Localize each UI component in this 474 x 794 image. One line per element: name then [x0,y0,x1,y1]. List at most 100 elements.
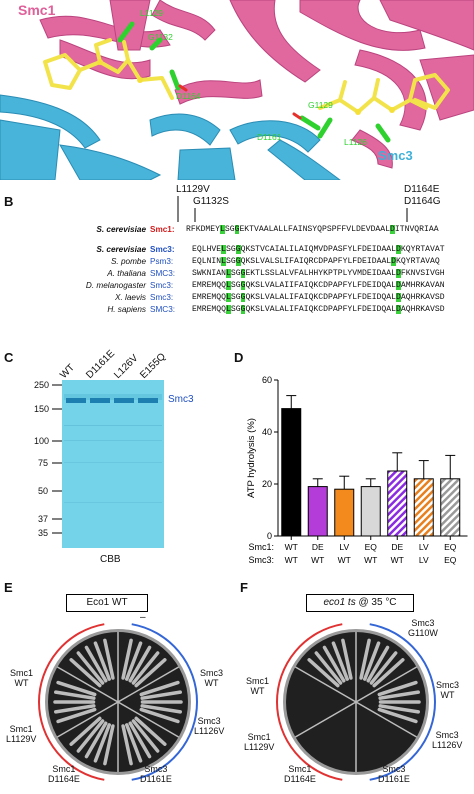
sequence-text: SWKNIANLSGGEKTLSSLALVFALHHYKPTPLYVMDEIDA… [192,269,445,278]
species-name: D. melanogaster [85,281,146,290]
yeast-streak [56,707,97,724]
plate-f-label-smc1-l1129v: Smc1 L1129V [244,732,275,752]
residue-label-d1164: D1164 [176,91,201,101]
plate-e-label-smc1-wt: Smc1 WT [10,668,34,688]
plate-e [0,610,236,789]
smc1-arc [276,623,343,781]
yeast-streak [341,638,353,680]
alignment-row: X. laevis Smc3: EMREMQQLSGGQKSLVALALIFAIQK… [0,292,474,304]
y-tick-label: 60 [262,375,272,385]
species-name: S. cerevisiae [96,245,146,254]
smc1-arc [38,623,105,781]
bar [440,478,461,537]
atp-hydrolysis-chart: 0 20 40 60 ATP hydrolysis (%) WT WT DE WT LV WT EQ W… [234,370,474,580]
protein-name: Smc3: [150,245,175,254]
yeast-streak [314,651,343,685]
y-tick-label: 0 [267,531,272,541]
yeast-streak [139,707,180,724]
yeast-streak [69,658,102,688]
x-tick-label-smc1: WT [285,542,298,552]
bar [281,408,302,537]
x-tick-label-smc3: EQ [444,555,457,565]
yeast-streak [56,680,97,697]
yeast-streak [377,707,418,724]
plate-e-label-smc1-d1164e: Smc1 D1164E [48,764,80,784]
yeast-streak [369,651,398,685]
smc1-structure-label: Smc1 [18,2,56,18]
sequence-text: EMREMQQLSGGQKSLVALALIFAIQKCDPAPFYLFDEIDQ… [192,293,445,302]
residue-label-l1126: L1126 [344,137,367,147]
yeast-streak [322,645,346,683]
row-label-smc3: Smc3: [248,555,274,565]
y-axis-label: ATP hydrolysis (%) [246,418,257,498]
species-name: S. pombe [110,257,146,266]
yeast-streak [363,641,381,681]
yeast-streak [125,723,143,763]
mutation-label-d1164e: D1164E [404,184,440,195]
yeast-streak [307,658,340,688]
x-tick-label-smc3: WT [391,555,404,565]
alignment-row: S. cerevisiae Smc3: EQLHVELSGGQKSTVCAIALIL… [0,244,474,256]
yeast-streak [377,680,418,697]
plate-divider [57,701,119,738]
x-tick-label-smc3: WT [285,555,298,565]
plate-divider [295,666,357,703]
x-tick-label-smc1: LV [339,542,349,552]
plate-f-label-smc3-g110w: Smc3 G110W [408,618,438,638]
mutation-label-d1164g: D1164G [404,196,441,207]
yeast-streak [134,716,167,746]
sequence-text: EMREMQQLSGGQKSLVALAIIFAIQKCDPAPFYLFDEIDQ… [192,281,445,290]
plate-f [238,610,474,789]
smc3-structure-label: Smc3 [378,148,413,163]
marker-ticks [52,384,62,534]
plate-f-label-smc1-d1164e: Smc1 D1164E [284,764,316,784]
plate-f-label-smc3-l1126v: Smc3 L1126V [432,730,463,750]
x-tick-label-smc3: WT [311,555,324,565]
x-tick-label-smc3: WT [364,555,377,565]
residue-label-g1129: G1129 [308,100,333,110]
marker-37: 37 [38,514,49,524]
yeast-streak [140,704,182,714]
lane-label-e155q: E155Q [138,351,169,381]
bar [307,486,328,537]
mutation-pointer-lines [177,196,408,222]
lane-label-l126v: L126V [112,352,141,381]
protein-name: Smc3: [150,281,174,290]
yeast-streak [103,724,115,766]
stain-label: CBB [100,554,121,565]
x-tick-label-smc1: EQ [365,542,378,552]
plate-divider [57,666,119,703]
bar [360,486,381,537]
plate-e-label-smc1-l1129v: Smc1 L1129V [6,724,37,744]
yeast-streak [131,719,160,753]
plate-f-label-smc3-wt: Smc3 WT [436,680,460,700]
smc3-arc [131,623,198,781]
x-tick-label-smc3: WT [338,555,351,565]
y-tick-label: 20 [262,479,272,489]
plate-e-label-smc3-d1161e: Smc3 D1161E [140,764,172,784]
yeast-streak [84,721,108,759]
yeast-streak [121,638,133,680]
yeast-streak [372,658,405,688]
panel-e-title: Eco1 WT [66,594,148,612]
protein-name: Smc1: [150,225,175,234]
smc3-band-label: Smc3 [168,394,194,405]
panel-f-title: eco1 ts @ 35 °C [306,594,414,612]
yeast-streak [128,645,152,683]
plate-f-label-smc3-d1161e: Smc3 D1161E [378,764,410,784]
yeast-streak [359,638,371,680]
yeast-streak [128,721,152,759]
yeast-streak [134,658,167,688]
panel-label-e: E [4,580,13,595]
protein-name: SMC3: [150,269,176,278]
panel-a-structure: L1129 G1132 D1164 G1129 D1161 L1126 [0,0,474,181]
yeast-streak [76,651,105,685]
panel-label-d: D [234,350,244,365]
yeast-streak [366,645,390,683]
panel-label-b: B [4,194,14,209]
marker-100: 100 [34,436,50,446]
mutation-label-l1129v: L1129V [176,184,210,195]
plate-e-svg [38,623,198,781]
plate-divider [117,666,179,703]
alignment-row: H. sapiens SMC3: EMREMQQLSGGQKSLVALALIFAIQ… [0,304,474,316]
